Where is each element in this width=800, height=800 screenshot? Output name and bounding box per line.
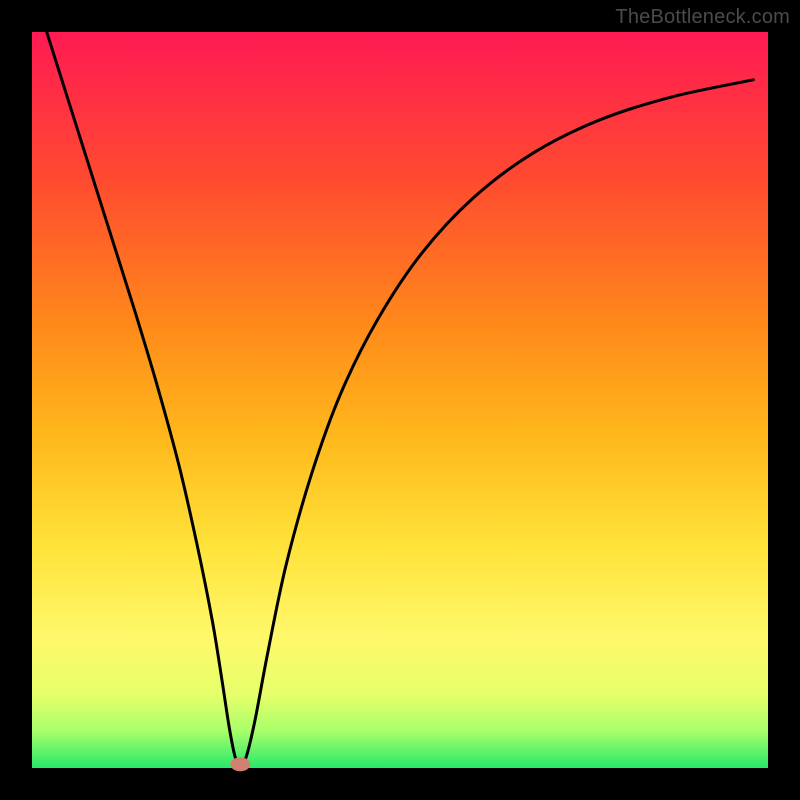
plot-background — [32, 32, 768, 768]
chart-root: TheBottleneck.com — [0, 0, 800, 800]
chart-svg — [0, 0, 800, 800]
watermark-label: TheBottleneck.com — [615, 6, 790, 29]
optimal-point-marker — [230, 757, 250, 771]
